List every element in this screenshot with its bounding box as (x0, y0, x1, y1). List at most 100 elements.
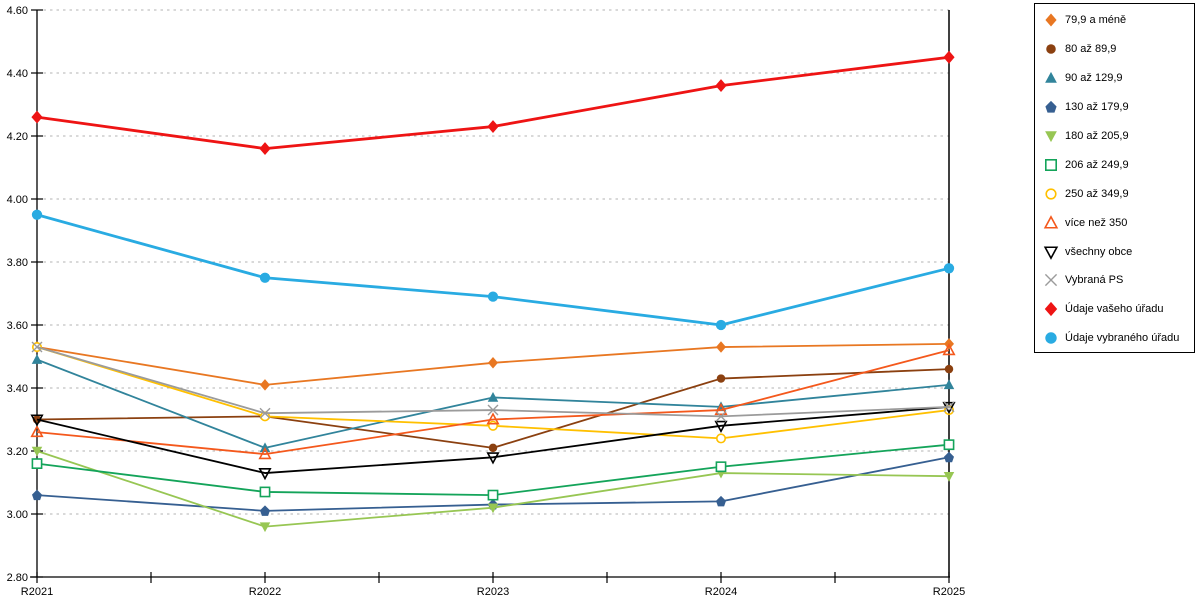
data-point-marker (1045, 158, 1057, 171)
legend-item: 79,9 a méně (1042, 6, 1194, 35)
series-line (36, 406, 950, 474)
legend-marker-icon (1043, 246, 1059, 260)
data-point-marker (487, 291, 499, 302)
legend-marker-icon (1045, 13, 1057, 27)
legend-label: všechny obce (1065, 245, 1133, 258)
legend-item: Údaje vybraného úřadu (1042, 324, 1194, 353)
legend-item: 180 až 205,9 (1042, 122, 1194, 151)
data-point-marker (1044, 302, 1058, 317)
legend-item: všechny obce (1042, 237, 1194, 266)
data-point-marker (487, 391, 499, 402)
y-tick-label: 4.00 (7, 194, 28, 206)
legend-marker-icon (1044, 274, 1058, 287)
y-tick-label: 3.80 (7, 257, 28, 269)
data-point-marker (31, 446, 43, 457)
data-point-marker (30, 414, 44, 427)
series-10 (31, 50, 955, 156)
x-tick-label: R2024 (705, 586, 737, 598)
y-tick-label: 3.40 (7, 383, 28, 395)
legend-label: Údaje vašeho úřadu (1065, 303, 1164, 316)
data-point-marker (715, 410, 727, 422)
data-point-marker (486, 412, 500, 425)
legend-item: Vybraná PS (1042, 266, 1194, 295)
data-point-marker (716, 495, 726, 507)
data-point-marker (715, 461, 727, 473)
data-point-marker (714, 402, 728, 416)
y-tick-label: 4.60 (7, 5, 28, 17)
x-tick-label: R2025 (933, 586, 965, 598)
data-point-marker (715, 319, 727, 331)
data-point-marker (487, 120, 499, 133)
data-point-marker (30, 424, 44, 438)
data-point-marker (487, 489, 499, 501)
series-line (36, 368, 950, 449)
legend-marker-icon (1045, 188, 1057, 200)
legend-marker-icon (1043, 214, 1059, 229)
legend: 79,9 a méně 80 až 89,9 90 až 129,9 130 až 1… (1034, 3, 1195, 353)
data-point-marker (259, 407, 271, 419)
y-tick-label: 3.60 (7, 320, 28, 332)
legend-item: 206 až 249,9 (1042, 150, 1194, 179)
data-point-marker (259, 522, 271, 533)
legend-label: 206 až 249,9 (1065, 158, 1129, 171)
data-point-marker (943, 50, 955, 64)
data-point-marker (716, 374, 726, 383)
y-tick-label: 3.20 (7, 446, 28, 458)
legend-label: více než 350 (1065, 216, 1128, 229)
data-point-marker (715, 433, 727, 444)
legend-label: 80 až 89,9 (1065, 43, 1117, 56)
legend-label: Vybraná PS (1065, 274, 1124, 287)
data-point-marker (486, 452, 500, 465)
series-1 (32, 364, 954, 453)
series-4 (31, 446, 955, 533)
data-point-marker (259, 486, 271, 498)
legend-label: 79,9 a méně (1065, 14, 1127, 27)
legend-label: 90 až 129,9 (1065, 72, 1123, 85)
data-point-marker (487, 420, 499, 431)
legend-marker-icon (1045, 72, 1057, 83)
legend-item: více než 350 (1042, 208, 1194, 237)
legend-label: 180 až 205,9 (1065, 130, 1129, 142)
series-line (36, 55, 950, 151)
data-point-marker (1043, 246, 1059, 260)
data-point-marker (716, 341, 726, 353)
data-point-marker (715, 79, 727, 93)
data-point-marker (1045, 188, 1057, 200)
data-point-marker (1044, 274, 1058, 287)
data-point-marker (487, 503, 499, 514)
legend-marker-icon (1045, 332, 1057, 344)
data-point-marker (1045, 100, 1057, 113)
data-point-marker (260, 379, 270, 391)
data-point-marker (942, 343, 956, 356)
series-line (36, 213, 950, 327)
legend-marker-icon (1045, 100, 1057, 113)
legend-item: 250 až 349,9 (1042, 179, 1194, 208)
data-point-marker (1045, 332, 1057, 344)
series-7 (30, 343, 956, 460)
data-point-marker (1045, 13, 1057, 27)
data-point-marker (943, 379, 955, 390)
series-line (36, 358, 950, 449)
series-5 (31, 439, 955, 501)
data-point-marker (943, 401, 955, 413)
legend-item: 90 až 129,9 (1042, 64, 1194, 93)
data-point-marker (944, 451, 954, 463)
series-0 (32, 338, 954, 391)
data-point-marker (488, 357, 498, 369)
data-point-marker (943, 471, 955, 482)
legend-marker-icon (1045, 158, 1057, 171)
data-point-marker (487, 404, 499, 416)
data-point-marker (31, 341, 43, 353)
legend-label: 130 až 179,9 (1065, 101, 1129, 114)
data-point-marker (31, 209, 43, 220)
data-point-marker (31, 110, 43, 124)
data-point-marker (1046, 44, 1056, 55)
data-point-marker (259, 411, 271, 422)
data-point-marker (32, 489, 42, 501)
data-point-marker (31, 458, 43, 470)
y-tick-label: 4.20 (7, 131, 28, 143)
y-tick-label: 2.80 (7, 572, 28, 584)
series-line (36, 349, 950, 456)
data-point-marker (260, 505, 270, 516)
